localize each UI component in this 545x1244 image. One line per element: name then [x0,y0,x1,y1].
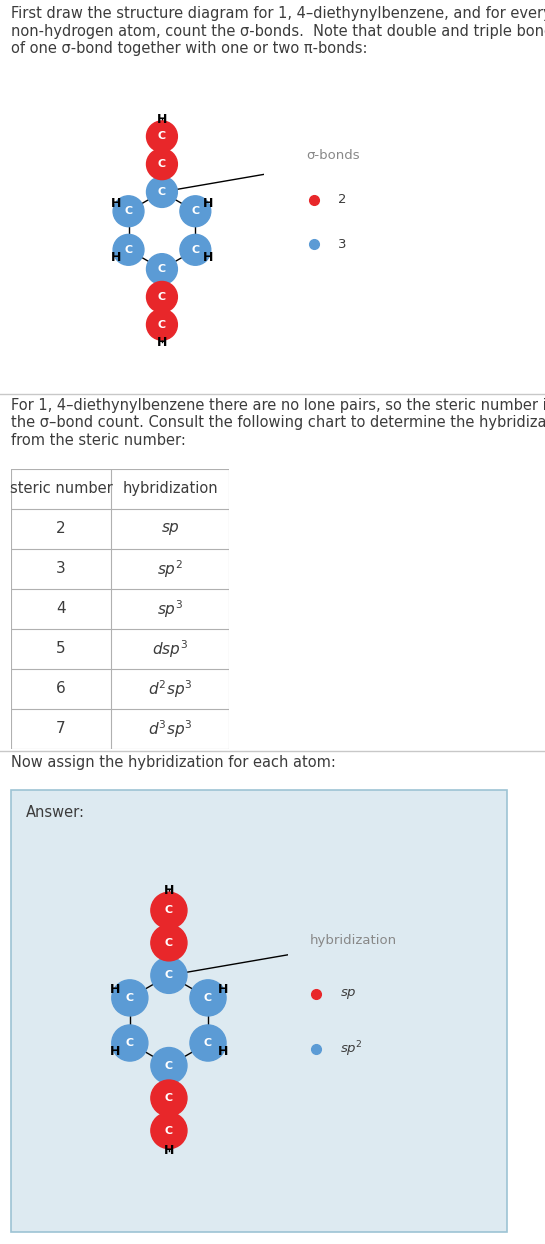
FancyBboxPatch shape [11,790,507,1232]
Text: C: C [158,292,166,302]
Text: $\mathit{sp}$: $\mathit{sp}$ [340,986,357,1001]
Text: H: H [110,983,120,995]
Text: steric number: steric number [10,481,112,496]
Text: H: H [203,198,213,210]
Text: C: C [191,245,199,255]
Text: 3: 3 [56,561,66,576]
Text: σ-bonds: σ-bonds [306,149,360,162]
Text: $\mathit{sp}^{2}$: $\mathit{sp}^{2}$ [340,1040,363,1059]
Text: C: C [191,207,199,216]
Text: C: C [158,320,166,330]
Circle shape [147,177,177,208]
Text: $\mathit{sp}^{3}$: $\mathit{sp}^{3}$ [157,598,183,620]
Circle shape [180,234,211,265]
Circle shape [190,980,226,1016]
Text: C: C [165,970,173,980]
Text: $\mathit{d}^{2}\mathit{sp}^{3}$: $\mathit{d}^{2}\mathit{sp}^{3}$ [148,678,192,700]
Text: hybridization: hybridization [122,481,218,496]
Text: Answer:: Answer: [26,805,85,820]
Text: C: C [158,159,166,169]
Text: C: C [126,993,134,1003]
Text: C: C [165,1126,173,1136]
Circle shape [151,924,187,960]
Circle shape [180,195,211,226]
Text: H: H [203,250,213,264]
Circle shape [151,892,187,928]
Circle shape [151,1047,187,1084]
Circle shape [112,1025,148,1061]
Text: For 1, 4–diethynylbenzene there are no lone pairs, so the steric number is given: For 1, 4–diethynylbenzene there are no l… [11,398,545,448]
Text: 2: 2 [56,521,66,536]
Text: H: H [164,883,174,897]
Text: H: H [217,1045,228,1059]
Text: $\mathit{d}^{3}\mathit{sp}^{3}$: $\mathit{d}^{3}\mathit{sp}^{3}$ [148,718,192,740]
Text: H: H [157,336,167,348]
Text: H: H [164,1144,174,1157]
Text: C: C [158,132,166,142]
Circle shape [113,234,144,265]
Circle shape [147,281,177,312]
Text: C: C [204,1037,212,1047]
Text: $\mathit{dsp}^{3}$: $\mathit{dsp}^{3}$ [152,638,188,659]
Circle shape [147,254,177,285]
Text: C: C [204,993,212,1003]
Text: 4: 4 [56,601,66,617]
Text: C: C [158,187,166,197]
Text: C: C [124,207,132,216]
Text: $\mathit{sp}^{2}$: $\mathit{sp}^{2}$ [157,559,183,580]
Text: hybridization: hybridization [310,934,397,947]
Circle shape [151,958,187,994]
Text: C: C [165,1061,173,1071]
Circle shape [112,980,148,1016]
Text: 5: 5 [56,642,66,657]
Text: C: C [158,264,166,274]
Text: First draw the structure diagram for 1, 4–diethynylbenzene, and for every
non-hy: First draw the structure diagram for 1, … [11,6,545,56]
Text: H: H [217,983,228,995]
Text: C: C [126,1037,134,1047]
Text: C: C [165,906,173,916]
Text: H: H [111,250,121,264]
Circle shape [113,195,144,226]
Circle shape [190,1025,226,1061]
Circle shape [147,149,177,179]
Text: 3: 3 [338,238,347,251]
Circle shape [147,310,177,340]
Text: C: C [165,1093,173,1103]
Text: Now assign the hybridization for each atom:: Now assign the hybridization for each at… [11,755,336,770]
Text: H: H [111,198,121,210]
Text: 2: 2 [338,193,347,207]
Text: H: H [157,112,167,126]
Circle shape [151,1112,187,1148]
Text: $\mathit{sp}$: $\mathit{sp}$ [161,521,179,537]
Text: C: C [165,938,173,948]
Text: H: H [110,1045,120,1059]
Circle shape [151,1080,187,1116]
Text: C: C [124,245,132,255]
Circle shape [147,121,177,152]
Text: 7: 7 [56,722,66,736]
Text: 6: 6 [56,682,66,697]
